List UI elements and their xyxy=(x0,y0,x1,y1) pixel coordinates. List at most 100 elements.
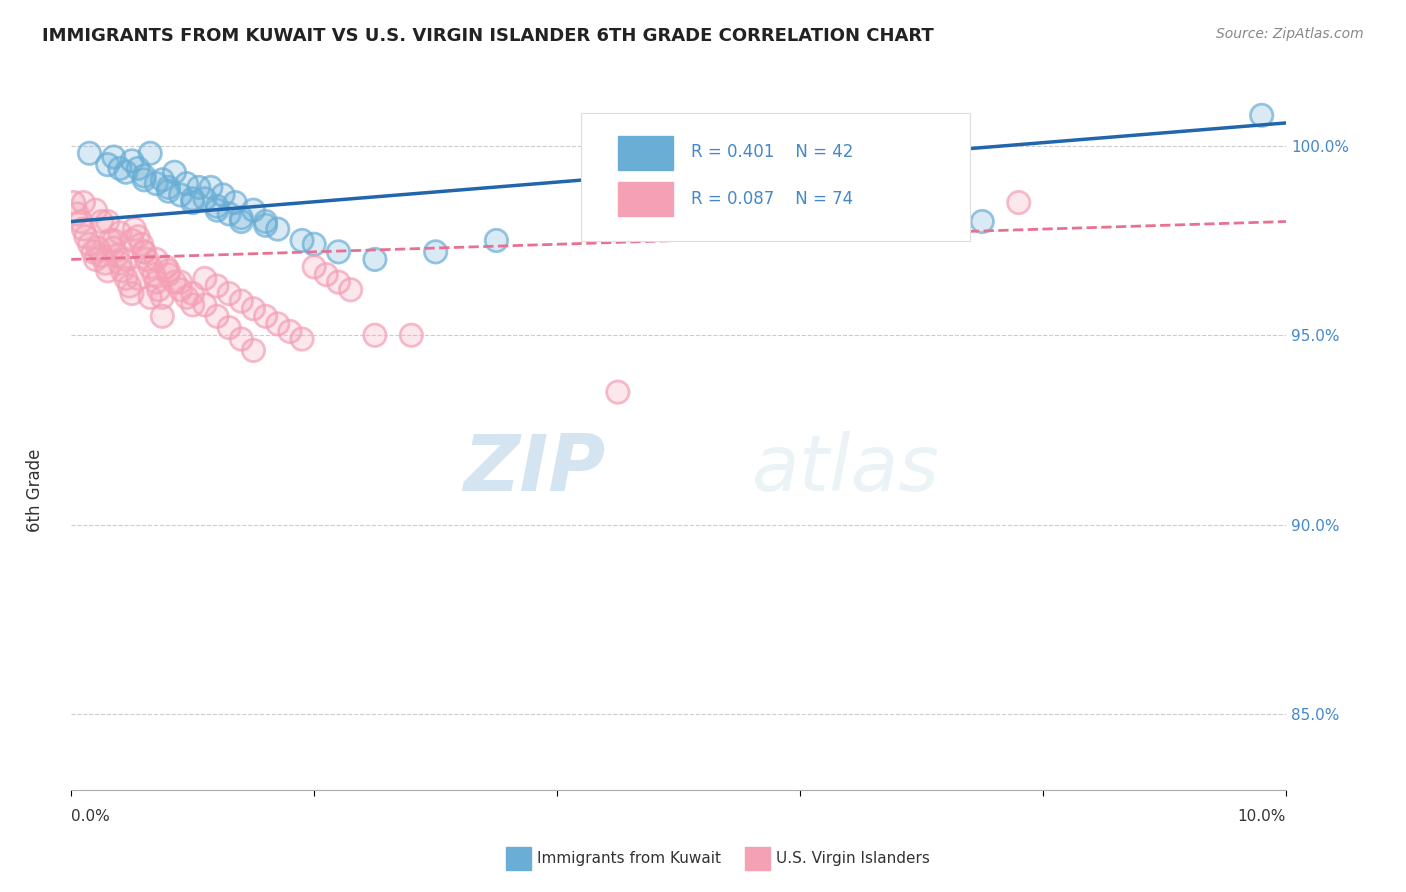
Point xyxy=(254,219,277,233)
Point xyxy=(218,320,240,334)
Point xyxy=(176,177,198,191)
Text: atlas: atlas xyxy=(751,432,939,508)
Point xyxy=(1008,195,1031,210)
Point xyxy=(176,177,198,191)
Point xyxy=(121,153,143,168)
Point xyxy=(145,275,167,289)
Point xyxy=(218,320,240,334)
Point xyxy=(169,188,191,202)
Point xyxy=(302,260,325,274)
Point xyxy=(163,275,186,289)
Point xyxy=(97,214,120,228)
Point xyxy=(254,214,277,228)
Point xyxy=(181,298,204,312)
Point xyxy=(108,226,131,240)
Point xyxy=(425,244,447,259)
Point xyxy=(121,234,143,248)
Point xyxy=(181,286,204,301)
Point xyxy=(364,252,387,267)
Text: 6th Grade: 6th Grade xyxy=(27,449,44,533)
Point xyxy=(291,234,314,248)
Point xyxy=(97,158,120,172)
Point xyxy=(194,192,217,206)
Point xyxy=(302,237,325,252)
Point xyxy=(157,268,180,282)
Point xyxy=(62,195,84,210)
Point xyxy=(181,298,204,312)
Point xyxy=(84,203,107,218)
Point xyxy=(111,264,134,278)
Point xyxy=(145,177,167,191)
Point xyxy=(72,222,94,236)
Point xyxy=(606,385,628,400)
Point xyxy=(79,237,101,252)
Point xyxy=(75,229,97,244)
Point xyxy=(242,343,264,358)
Point xyxy=(142,268,165,282)
Point xyxy=(364,328,387,343)
Point xyxy=(118,279,141,293)
Point xyxy=(79,146,101,161)
Point xyxy=(606,385,628,400)
Point xyxy=(278,325,301,339)
FancyBboxPatch shape xyxy=(582,113,970,242)
Point xyxy=(205,310,228,324)
Point xyxy=(103,234,125,248)
Point xyxy=(231,214,253,228)
Point xyxy=(82,244,104,259)
Point xyxy=(121,234,143,248)
Point xyxy=(302,260,325,274)
Point xyxy=(200,180,222,194)
Point xyxy=(169,188,191,202)
Point xyxy=(97,214,120,228)
Point xyxy=(169,283,191,297)
Point xyxy=(103,150,125,164)
Point xyxy=(115,252,138,267)
Point xyxy=(972,214,994,228)
Point xyxy=(425,244,447,259)
Point xyxy=(79,146,101,161)
Point xyxy=(157,268,180,282)
Point xyxy=(194,192,217,206)
Point xyxy=(124,222,146,236)
Point xyxy=(155,260,177,274)
Point xyxy=(127,161,149,176)
Text: Immigrants from Kuwait: Immigrants from Kuwait xyxy=(537,852,721,866)
Point xyxy=(134,244,156,259)
Point xyxy=(205,203,228,218)
Point xyxy=(97,264,120,278)
Point xyxy=(205,279,228,293)
Point xyxy=(181,286,204,301)
Text: ZIP: ZIP xyxy=(464,432,606,508)
Point xyxy=(148,283,170,297)
Point xyxy=(118,279,141,293)
Point xyxy=(169,275,191,289)
Point xyxy=(87,241,110,255)
Point xyxy=(108,256,131,270)
Point xyxy=(115,271,138,285)
Point xyxy=(115,271,138,285)
Point xyxy=(302,237,325,252)
Point xyxy=(224,195,246,210)
Point xyxy=(218,286,240,301)
Point xyxy=(139,146,162,161)
Point xyxy=(66,207,89,221)
Point xyxy=(82,244,104,259)
Point xyxy=(79,237,101,252)
Point xyxy=(157,180,180,194)
Point xyxy=(194,298,217,312)
Point xyxy=(90,214,112,228)
Point xyxy=(134,173,156,187)
Point xyxy=(145,177,167,191)
Point xyxy=(94,256,117,270)
Point xyxy=(98,234,121,248)
Point xyxy=(254,214,277,228)
Point xyxy=(401,328,423,343)
Point xyxy=(150,290,173,304)
Point xyxy=(150,173,173,187)
Point xyxy=(103,150,125,164)
Point xyxy=(315,268,337,282)
Point xyxy=(194,271,217,285)
Text: Source: ZipAtlas.com: Source: ZipAtlas.com xyxy=(1216,27,1364,41)
Point xyxy=(169,283,191,297)
